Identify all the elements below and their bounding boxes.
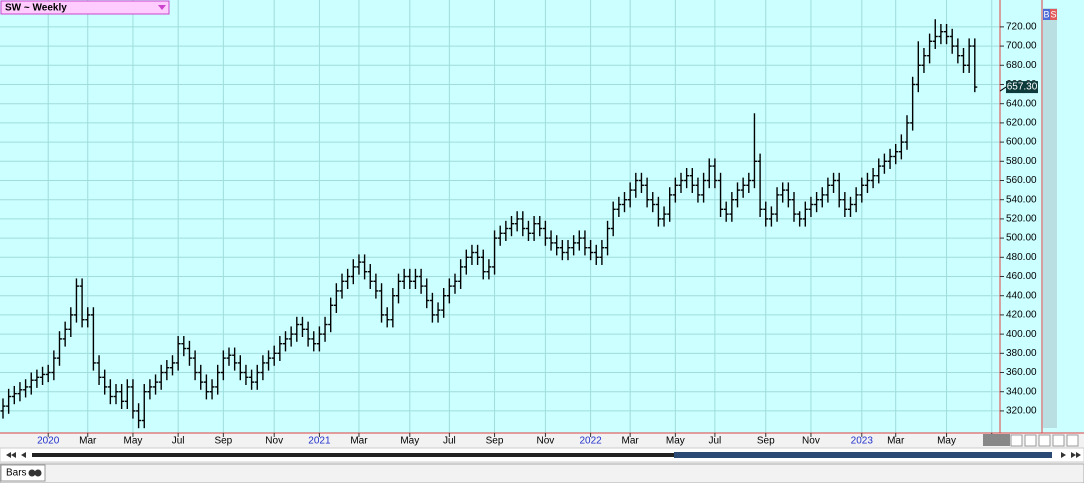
tab[interactable] xyxy=(0,464,46,482)
x-tick-label: Mar xyxy=(79,436,97,447)
x-tick-label: May xyxy=(123,436,142,447)
y-tick-label: 620.00 xyxy=(1006,118,1037,129)
x-tick-label: Sep xyxy=(214,436,232,447)
x-tick-label: 2023 xyxy=(851,436,874,447)
x-tick-label: 2020 xyxy=(37,436,60,447)
current-period xyxy=(983,434,1010,446)
scroll-left[interactable] xyxy=(21,452,26,458)
bars xyxy=(0,19,978,429)
x-tick-label: Nov xyxy=(265,436,283,447)
x-tick-label: Mar xyxy=(887,436,905,447)
y-tick-label: 700.00 xyxy=(1006,41,1037,52)
last-price-pointer xyxy=(999,86,1007,92)
y-tick-label: 560.00 xyxy=(1006,175,1037,186)
y-tick-label: 720.00 xyxy=(1006,22,1037,33)
x-tick-label: Nov xyxy=(802,436,820,447)
tool-button[interactable] xyxy=(1052,434,1065,447)
x-tick-label: Sep xyxy=(757,436,775,447)
x-tick-label: 2021 xyxy=(308,436,331,447)
y-tick-label: 400.00 xyxy=(1006,329,1037,340)
badge-b[interactable] xyxy=(1043,9,1050,20)
y-tick-label: 360.00 xyxy=(1006,367,1037,378)
y-tick-label: 460.00 xyxy=(1006,271,1037,282)
x-tick-label: Jul xyxy=(443,436,456,447)
x-tick-label: Jul xyxy=(709,436,722,447)
y-tick-label: 580.00 xyxy=(1006,156,1037,167)
tab-icon xyxy=(28,469,36,477)
y-tick-label: 600.00 xyxy=(1006,137,1037,148)
tab-bar xyxy=(0,463,1084,483)
scroll-thumb[interactable] xyxy=(674,452,1052,458)
x-tick-label: Nov xyxy=(537,436,555,447)
y-tick-label: 500.00 xyxy=(1006,233,1037,244)
tool-button[interactable] xyxy=(1066,434,1079,447)
x-tick-label: 2022 xyxy=(579,436,602,447)
chart-title: SW ~ Weekly xyxy=(5,3,67,14)
badge-s[interactable] xyxy=(1050,9,1057,20)
x-tick-label: Mar xyxy=(622,436,640,447)
last-price-label: 657.30 xyxy=(1007,82,1038,93)
y-tick-label: 480.00 xyxy=(1006,252,1037,263)
y-tick-label: 420.00 xyxy=(1006,310,1037,321)
scroll-end[interactable] xyxy=(1071,452,1081,458)
y-tick-label: 540.00 xyxy=(1006,194,1037,205)
x-tick-label: May xyxy=(937,436,956,447)
y-tick-label: 320.00 xyxy=(1006,406,1037,417)
badge-b-text: B xyxy=(1043,9,1049,19)
side-strip xyxy=(1043,8,1057,428)
y-tick-label: 380.00 xyxy=(1006,348,1037,359)
tab-label: Bars xyxy=(6,468,27,479)
tool-button[interactable] xyxy=(1024,434,1037,447)
tool-button[interactable] xyxy=(1038,434,1051,447)
y-tick-label: 440.00 xyxy=(1006,290,1037,301)
x-tick-label: Jul xyxy=(172,436,185,447)
badge-s-text: S xyxy=(1050,9,1056,19)
x-tick-label: May xyxy=(400,436,419,447)
x-tick-label: Sep xyxy=(486,436,504,447)
tool-button[interactable] xyxy=(1010,434,1023,447)
y-tick-label: 520.00 xyxy=(1006,214,1037,225)
x-tick-label: Mar xyxy=(350,436,368,447)
y-tick-label: 680.00 xyxy=(1006,60,1037,71)
last-price-box xyxy=(1006,81,1038,94)
scroll-track xyxy=(32,453,1052,457)
x-tick-label: May xyxy=(666,436,685,447)
toolbar xyxy=(1010,434,1079,447)
dropdown-arrow[interactable] xyxy=(158,5,166,10)
y-tick-label: 640.00 xyxy=(1006,98,1037,109)
scroll-right[interactable] xyxy=(1061,452,1066,458)
y-tick-label: 340.00 xyxy=(1006,386,1037,397)
tab-icon xyxy=(34,469,42,477)
symbol-dropdown[interactable] xyxy=(0,0,170,15)
scroll-start[interactable] xyxy=(6,452,16,458)
